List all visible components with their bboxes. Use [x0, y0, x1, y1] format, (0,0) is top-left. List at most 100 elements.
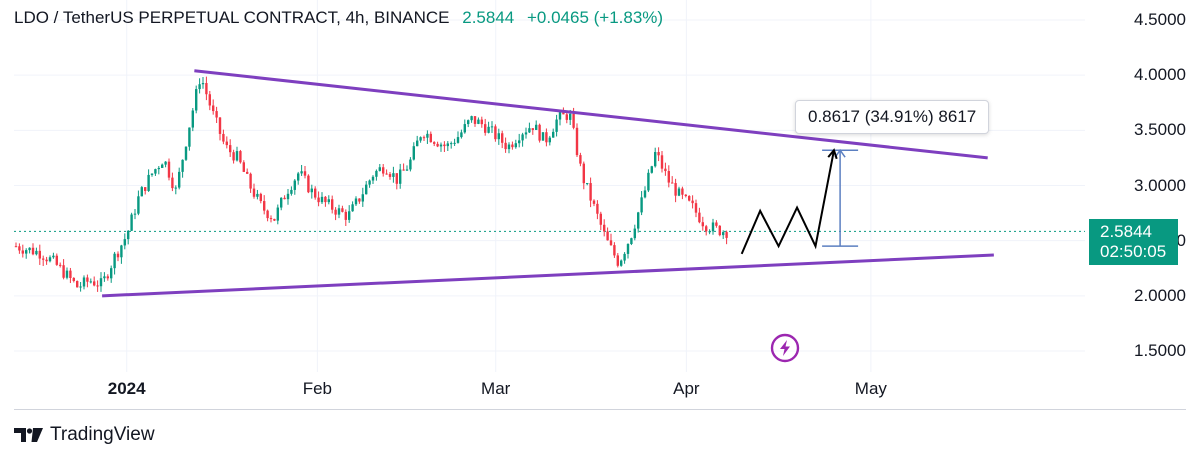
candle-body	[545, 132, 548, 143]
candle-body	[439, 144, 443, 147]
candle-body	[555, 119, 558, 132]
candle-body	[246, 171, 249, 174]
candle-body	[86, 277, 89, 282]
candle-body	[164, 161, 167, 165]
candle-body	[565, 114, 568, 120]
candle-body	[348, 211, 351, 220]
candle-body	[133, 213, 137, 215]
candle-body	[317, 197, 320, 203]
candle-body	[297, 173, 300, 181]
candle-body	[412, 146, 415, 160]
candle-body	[174, 187, 177, 189]
candle-body	[293, 180, 296, 190]
candle-body	[664, 168, 667, 172]
candle-body	[89, 281, 92, 283]
candle-body	[55, 255, 58, 265]
candle-body	[426, 133, 429, 138]
forecast-path[interactable]	[740, 150, 835, 255]
chart-grid	[14, 0, 1085, 372]
candle-body	[480, 119, 483, 125]
candle-body	[660, 155, 664, 169]
candle-body	[256, 193, 259, 197]
last-price: 2.5844	[462, 8, 515, 27]
candle-body	[48, 257, 52, 262]
badge-countdown: 02:50:05	[1100, 242, 1167, 261]
time-tick-label: 2024	[107, 379, 146, 398]
candle-body	[208, 94, 211, 106]
candle-body	[630, 238, 633, 244]
candle-body	[76, 281, 79, 288]
candle-body	[222, 133, 225, 142]
candle-body	[361, 194, 364, 202]
candle-body	[705, 226, 708, 232]
candle-body	[42, 258, 45, 260]
tradingview-brand[interactable]: TradingView	[14, 424, 155, 446]
candle-body	[518, 140, 521, 144]
candlestick-series	[14, 76, 728, 292]
candle-body	[198, 84, 201, 90]
lightning-icon[interactable]	[770, 333, 800, 363]
candle-body	[116, 253, 120, 258]
brand-name: TradingView	[50, 424, 155, 445]
candle-body	[123, 239, 126, 246]
candle-body	[201, 83, 205, 85]
price-tick-label: 2.0000	[1134, 285, 1186, 305]
badge-price: 2.5844	[1100, 222, 1152, 241]
candle-body	[171, 177, 174, 189]
candle-body	[31, 247, 35, 255]
candle-body	[606, 231, 609, 241]
candle-body	[711, 222, 715, 232]
candle-body	[375, 170, 378, 177]
candle-body	[341, 208, 344, 212]
candle-body	[484, 124, 487, 133]
candle-body	[242, 162, 245, 172]
candle-body	[507, 144, 511, 150]
measure-label: 0.8617 (34.91%) 8617	[795, 100, 990, 134]
candle-body	[399, 169, 402, 184]
candle-body	[456, 137, 460, 143]
candle-body	[161, 164, 164, 168]
candle-body	[351, 204, 354, 212]
candle-body	[467, 120, 470, 125]
candle-body	[558, 112, 562, 120]
candle-body	[722, 232, 725, 236]
candle-body	[21, 250, 24, 254]
candle-body	[320, 196, 324, 203]
candle-body	[596, 203, 599, 214]
candle-body	[300, 171, 303, 174]
candle-body	[463, 124, 466, 133]
candle-body	[626, 243, 630, 254]
candle-body	[167, 161, 171, 178]
candle-body	[103, 276, 106, 279]
candle-body	[443, 144, 446, 147]
lower-trendline[interactable]	[102, 253, 994, 298]
candle-body	[150, 173, 154, 175]
candle-body	[552, 131, 555, 138]
upper-trendline[interactable]	[194, 69, 988, 160]
price-range-measure[interactable]	[822, 148, 859, 247]
candle-body	[25, 250, 28, 254]
chart-legend: LDO / TetherUS PERPETUAL CONTRACT, 4h, B…	[14, 8, 663, 28]
candle-body	[640, 197, 643, 213]
candle-body	[654, 152, 657, 167]
candle-body	[514, 143, 517, 148]
footer-divider	[14, 409, 1186, 410]
candle-body	[674, 183, 677, 196]
candle-body	[18, 246, 21, 251]
candle-body	[684, 194, 687, 197]
candle-body	[378, 167, 381, 171]
candle-body	[501, 133, 504, 143]
candle-body	[314, 188, 317, 198]
symbol-title[interactable]: LDO / TetherUS PERPETUAL CONTRACT, 4h, B…	[14, 8, 450, 27]
time-tick-label: Feb	[302, 379, 332, 398]
candle-body	[147, 174, 150, 191]
candle-body	[195, 89, 198, 111]
candle-body	[249, 173, 252, 189]
candle-body	[718, 225, 721, 236]
candle-body	[701, 222, 704, 227]
candle-body	[667, 171, 670, 183]
candle-body	[419, 137, 422, 141]
candle-body	[637, 212, 640, 229]
candle-body	[405, 169, 409, 171]
